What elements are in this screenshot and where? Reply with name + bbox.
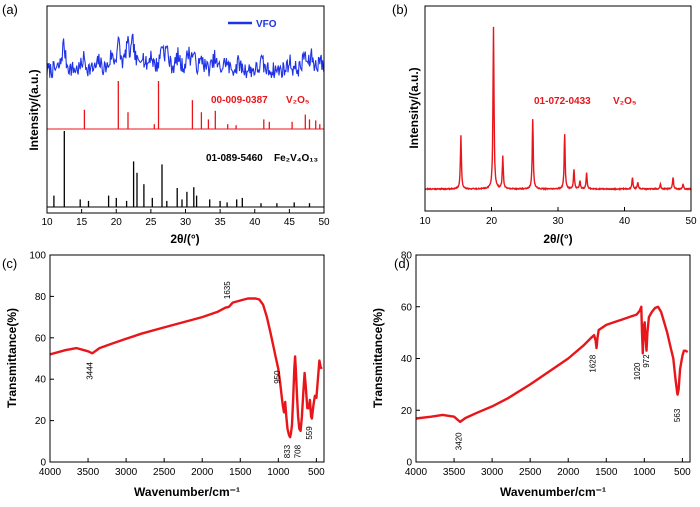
ftir-spectrum-line	[49, 297, 323, 439]
x-tick-label: 3000	[481, 467, 504, 478]
panel-b-label: (b)	[392, 2, 408, 17]
peak-label: 972	[642, 354, 651, 368]
x-tick-label: 20	[111, 217, 123, 228]
peak-label: 3420	[455, 432, 464, 450]
x-tick-label: 50	[318, 217, 330, 228]
panel-c: (c) 4000 3500 3000 2500 2000 1500 1000 500 0 20 4…	[2, 251, 325, 500]
panel-c-plot	[49, 297, 323, 439]
panel-b-ref-formula: V₂O₅	[613, 96, 637, 107]
x-tick-label: 3000	[115, 467, 138, 478]
x-tick-label: 20	[486, 216, 498, 227]
panel-d: (d) 4000 3500 3000 2500 2000 1500 1000 500 0 20 4…	[371, 251, 691, 500]
x-tick-label: 50	[685, 216, 697, 227]
peak-label: 559	[305, 426, 314, 440]
peak-label: 1635	[223, 281, 232, 299]
panel-d-x-axis-title: Wavenumber/cm⁻¹	[500, 485, 606, 499]
panel-a-ref2-code: 01-089-5460	[206, 153, 263, 164]
panel-a-legend-label: VFO	[256, 19, 277, 30]
y-tick-label: 40	[401, 354, 413, 365]
x-tick-label: 1500	[229, 467, 252, 478]
panel-a-ref2-formula: Fe₂V₄O₁₃	[274, 153, 318, 164]
x-tick-label: 1000	[633, 467, 656, 478]
panel-c-x-ticks: 4000 3500 3000 2500 2000 1500 1000 500	[39, 458, 325, 478]
x-tick-label: 30	[180, 217, 192, 228]
y-tick-label: 40	[35, 375, 47, 386]
panel-c-label: (c)	[2, 256, 17, 271]
peak-label: 950	[273, 370, 282, 384]
panel-b-y-axis-title: Intensity/(a.u.)	[407, 67, 421, 148]
y-tick-label: 20	[35, 416, 47, 427]
x-tick-label: 3500	[77, 467, 100, 478]
y-tick-label: 80	[35, 292, 47, 303]
x-tick-label: 2000	[557, 467, 580, 478]
panel-c-y-axis-title: Transmittance(%)	[5, 308, 19, 408]
panel-c-y-ticks: 0 20 40 60 80 100	[29, 251, 54, 469]
panel-a-ref1-formula: V₂O₅	[286, 95, 310, 106]
panel-a-label: (a)	[2, 2, 18, 17]
x-tick-label: 2500	[519, 467, 542, 478]
x-tick-label: 35	[215, 217, 227, 228]
panel-b-plot	[424, 26, 692, 192]
panel-d-x-ticks: 4000 3500 3000 2500 2000 1500 1000 500	[405, 458, 691, 478]
panel-b-x-axis-title: 2θ/(°)	[543, 232, 572, 246]
x-tick-label: 15	[76, 217, 88, 228]
x-tick-label: 10	[41, 217, 53, 228]
panel-a-ref1-code: 00-009-0387	[211, 95, 268, 106]
peak-label: 563	[673, 408, 682, 422]
v2o5-pattern-line	[424, 26, 692, 192]
x-tick-label: 500	[674, 467, 691, 478]
panel-a-x-ticks: 10 15 20 25 30 35 40 45 50	[41, 209, 330, 228]
panel-a: (a) 10 15 20 25 30 35 40 45 50 2θ/(°) Intensity/…	[2, 2, 330, 246]
peak-label: 708	[294, 444, 303, 458]
peak-label: 1020	[633, 362, 642, 380]
panel-a-x-axis-title: 2θ/(°)	[170, 232, 199, 246]
x-tick-label: 3500	[443, 467, 466, 478]
x-tick-label: 40	[619, 216, 631, 227]
y-tick-label: 0	[40, 458, 46, 469]
x-tick-label: 2000	[191, 467, 214, 478]
x-tick-label: 1000	[267, 467, 290, 478]
y-tick-label: 100	[29, 251, 46, 262]
x-tick-label: 1500	[595, 467, 618, 478]
panel-c-frame	[49, 254, 325, 463]
panel-d-plot	[415, 305, 689, 424]
panel-b-ref-code: 01-072-0433	[534, 96, 591, 107]
x-tick-label: 25	[145, 217, 157, 228]
vfo-pattern-line	[46, 33, 325, 79]
y-tick-label: 20	[401, 406, 413, 417]
panel-a-plot	[46, 33, 325, 208]
panel-b: (b) 10 20 30 40 50 2θ/(°) Intensity/(a.u.) 0…	[392, 2, 697, 246]
ftir-spectrum-line	[415, 305, 689, 424]
panel-d-y-axis-title: Transmittance(%)	[371, 308, 385, 408]
x-tick-label: 10	[419, 216, 431, 227]
y-tick-label: 60	[401, 302, 413, 313]
x-tick-label: 2500	[153, 467, 176, 478]
peak-label: 3444	[85, 361, 94, 379]
y-tick-label: 80	[401, 251, 413, 262]
x-tick-label: 4000	[39, 467, 62, 478]
y-tick-label: 60	[35, 333, 47, 344]
y-tick-label: 0	[406, 458, 412, 469]
x-tick-label: 30	[552, 216, 564, 227]
panel-d-y-ticks: 0 20 40 60 80	[401, 251, 420, 469]
panel-b-x-ticks: 10 20 30 40 50	[419, 207, 697, 227]
panel-a-y-axis-title: Intensity/(a.u.)	[27, 69, 41, 150]
peak-label: 1628	[589, 354, 598, 372]
panel-d-label: (d)	[394, 256, 410, 271]
x-tick-label: 500	[308, 467, 325, 478]
x-tick-label: 40	[249, 217, 261, 228]
panel-c-x-axis-title: Wavenumber/cm⁻¹	[134, 485, 240, 499]
x-tick-label: 45	[284, 217, 296, 228]
peak-label: 833	[283, 444, 292, 458]
x-tick-label: 4000	[405, 467, 428, 478]
